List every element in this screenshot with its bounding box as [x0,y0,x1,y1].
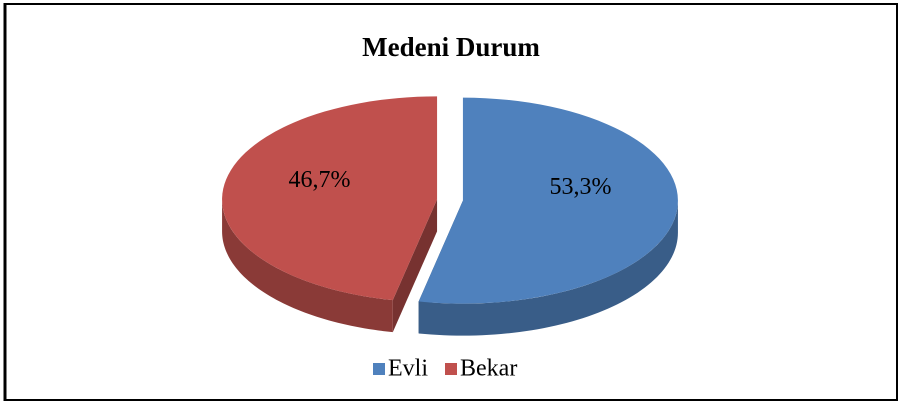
pie-slice [418,97,678,304]
chart-frame [4,3,898,401]
pie-side [418,200,678,336]
legend-swatch [445,363,457,375]
pie-tops [222,96,678,304]
pie-walls [222,199,678,336]
pie-cut-face [392,199,438,333]
pie-slice [222,96,438,301]
data-label: 53,3% [550,174,612,200]
chart-title: Medeni Durum [362,32,540,62]
data-label: 46,7% [288,167,350,193]
legend-label: Bekar [460,356,517,382]
pie-side [222,199,393,333]
legend-label: Evli [388,356,428,382]
legend-swatch [373,363,385,375]
